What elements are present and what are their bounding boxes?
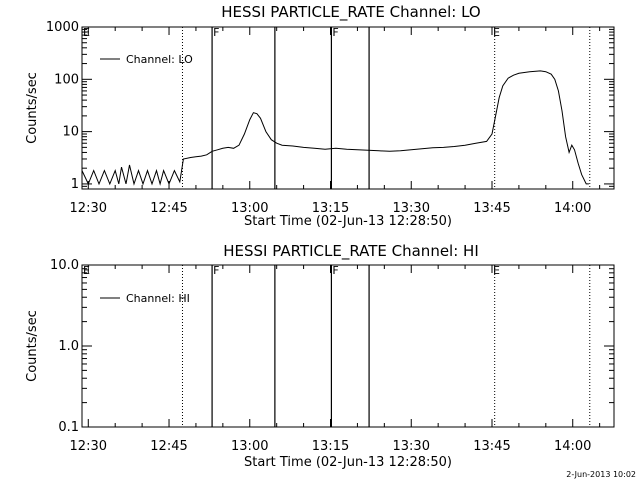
panel-lo-plot-frame	[81, 26, 615, 190]
panel-lo-x-tick-label: 13:15	[312, 201, 349, 216]
panel-hi-flag-label: F	[332, 264, 338, 277]
panel-lo-y-tick-label: 10	[62, 125, 79, 140]
panel-lo-flag-label: E	[493, 26, 500, 39]
panel-hi-legend-label: Channel: HI	[126, 292, 190, 305]
panel-hi-x-tick-label: 13:15	[312, 439, 349, 454]
panel-lo-x-tick-label: 13:30	[393, 201, 430, 216]
panel-lo-series-line	[81, 70, 589, 186]
panel-hi-flag-label: E	[83, 264, 90, 277]
panel-hi-x-axis-label: Start Time (02-Jun-13 12:28:50)	[244, 455, 452, 470]
panel-lo-x-tick-label: 14:00	[554, 201, 591, 216]
panel-hi-plot-frame	[81, 264, 615, 428]
panel-hi-y-tick-label: 10.0	[50, 258, 79, 273]
panel-lo-legend: Channel: LO	[100, 53, 193, 66]
footer-timestamp: 2-Jun-2013 10:02	[566, 470, 636, 479]
panel-lo-y-tick-label: 1000	[46, 20, 79, 35]
panel-hi-x-tick-label: 13:00	[231, 439, 268, 454]
panel-lo-flag-label: E	[83, 26, 90, 39]
panel-lo-y-tick-label: 100	[54, 72, 79, 87]
panel-lo: HESSI PARTICLE_RATE Channel: LO Channel:…	[25, 3, 615, 229]
panel-hi-y-tick-label: 0.1	[58, 420, 79, 435]
panel-lo-x-tick-label: 12:45	[150, 201, 187, 216]
panel-lo-x-tick-label: 12:30	[70, 201, 107, 216]
panel-hi: HESSI PARTICLE_RATE Channel: HI Channel:…	[25, 242, 615, 470]
panel-lo-x-axis-label: Start Time (02-Jun-13 12:28:50)	[244, 214, 452, 229]
panel-hi-x-tick-label: 13:45	[473, 439, 510, 454]
panel-hi-x-tick-label: 12:30	[70, 439, 107, 454]
panel-hi-x-tick-label: 12:45	[150, 439, 187, 454]
panel-hi-title: HESSI PARTICLE_RATE Channel: HI	[223, 242, 479, 261]
panel-hi-y-axis-label: Counts/sec	[25, 310, 40, 382]
panel-hi-x-tick-label: 14:00	[554, 439, 591, 454]
panel-lo-x-tick-label: 13:45	[473, 201, 510, 216]
panel-hi-y-tick-label: 1.0	[58, 339, 79, 354]
panel-lo-flag-label: F	[332, 26, 338, 39]
panel-hi-legend: Channel: HI	[100, 292, 190, 305]
panel-lo-flag-label: F	[213, 26, 219, 39]
panel-lo-x-tick-label: 13:00	[231, 201, 268, 216]
panel-lo-legend-label: Channel: LO	[126, 53, 193, 66]
panel-hi-flag-label: E	[493, 264, 500, 277]
panel-hi-flag-label: F	[213, 264, 219, 277]
panel-lo-y-axis-label: Counts/sec	[25, 72, 40, 144]
panel-lo-title: HESSI PARTICLE_RATE Channel: LO	[221, 3, 480, 22]
panel-hi-x-tick-label: 13:30	[393, 439, 430, 454]
panel-lo-y-tick-label: 1	[71, 177, 79, 192]
